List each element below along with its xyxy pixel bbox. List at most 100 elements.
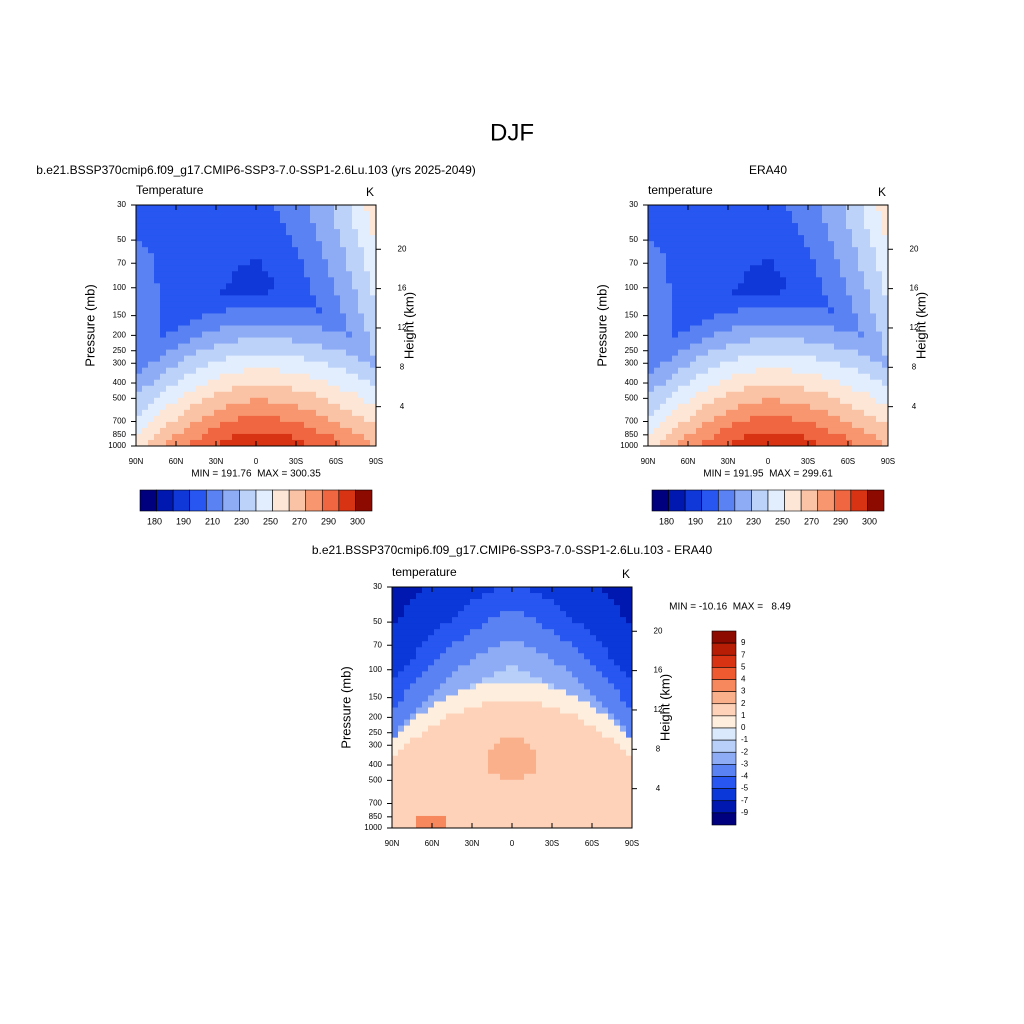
- field-cell: [602, 707, 609, 715]
- field-cell: [244, 211, 251, 218]
- field-cell: [876, 211, 883, 218]
- field-cell: [738, 319, 745, 326]
- field-cell: [696, 343, 703, 351]
- field-cell: [738, 289, 745, 296]
- field-cell: [440, 665, 447, 672]
- field-cell: [208, 421, 215, 429]
- field-cell: [590, 797, 597, 805]
- field-cell: [660, 379, 667, 387]
- field-cell: [750, 409, 757, 417]
- field-cell: [620, 791, 627, 799]
- field-cell: [666, 271, 673, 278]
- field-cell: [334, 259, 341, 266]
- field-cell: [596, 731, 603, 739]
- field-cell: [422, 755, 429, 763]
- field-cell: [792, 271, 799, 278]
- field-cell: [768, 337, 775, 345]
- field-cell: [410, 701, 417, 708]
- field-cell: [578, 683, 585, 690]
- field-cell: [364, 289, 371, 296]
- field-cell: [316, 403, 323, 411]
- field-cell: [334, 325, 341, 333]
- field-cell: [428, 629, 435, 636]
- field-cell: [470, 587, 477, 594]
- field-cell: [428, 641, 435, 648]
- field-cell: [310, 241, 317, 248]
- field-cell: [172, 415, 179, 423]
- field-cell: [648, 391, 655, 399]
- field-cell: [792, 253, 799, 260]
- field-cell: [148, 427, 155, 435]
- field-cell: [870, 439, 877, 447]
- field-cell: [786, 367, 793, 375]
- field-cell: [256, 427, 263, 435]
- field-cell: [684, 211, 691, 218]
- field-cell: [750, 253, 757, 260]
- field-cell: [416, 617, 423, 624]
- field-cell: [684, 217, 691, 224]
- field-cell: [244, 235, 251, 242]
- field-cell: [304, 259, 311, 266]
- field-cell: [172, 301, 179, 308]
- field-cell: [322, 301, 329, 308]
- field-cell: [566, 755, 573, 763]
- field-cell: [238, 427, 245, 435]
- field-cell: [864, 391, 871, 399]
- field-cell: [328, 439, 335, 447]
- field-cell: [226, 289, 233, 296]
- field-cell: [166, 211, 173, 218]
- field-cell: [756, 415, 763, 423]
- field-cell: [178, 265, 185, 272]
- field-cell: [208, 433, 215, 441]
- field-cell: [882, 343, 889, 351]
- field-cell: [578, 803, 585, 811]
- field-cell: [500, 737, 507, 745]
- field-cell: [852, 385, 859, 393]
- field-cell: [250, 385, 257, 393]
- field-cell: [608, 623, 615, 630]
- field-cell: [178, 235, 185, 242]
- field-cell: [566, 797, 573, 805]
- field-cell: [654, 307, 661, 314]
- field-cell: [786, 205, 793, 212]
- field-cell: [864, 403, 871, 411]
- field-cell: [834, 223, 841, 230]
- field-cell: [136, 361, 143, 369]
- field-cell: [238, 259, 245, 266]
- field-cell: [816, 343, 823, 351]
- field-cell: [458, 785, 465, 793]
- field-cell: [780, 211, 787, 218]
- field-cell: [274, 397, 281, 405]
- field-cell: [702, 217, 709, 224]
- field-cell: [654, 217, 661, 224]
- field-cell: [578, 755, 585, 763]
- field-cell: [208, 379, 215, 387]
- field-cell: [304, 205, 311, 212]
- field-cell: [208, 265, 215, 272]
- field-cell: [274, 361, 281, 369]
- field-cell: [352, 253, 359, 260]
- field-cell: [280, 247, 287, 254]
- field-cell: [398, 695, 405, 702]
- field-cell: [190, 247, 197, 254]
- field-cell: [858, 211, 865, 218]
- field-cell: [666, 373, 673, 381]
- field-cell: [154, 415, 161, 423]
- field-cell: [428, 785, 435, 793]
- field-cell: [304, 211, 311, 218]
- field-cell: [470, 713, 477, 721]
- field-cell: [876, 427, 883, 435]
- field-cell: [696, 403, 703, 411]
- field-cell: [590, 599, 597, 606]
- field-cell: [416, 653, 423, 660]
- field-cell: [792, 379, 799, 387]
- field-cell: [482, 587, 489, 594]
- field-cell: [756, 247, 763, 254]
- field-cell: [702, 307, 709, 314]
- field-cell: [852, 301, 859, 308]
- field-cell: [702, 427, 709, 435]
- field-cell: [178, 397, 185, 405]
- field-cell: [370, 283, 377, 290]
- field-cell: [566, 731, 573, 739]
- field-cell: [464, 773, 471, 781]
